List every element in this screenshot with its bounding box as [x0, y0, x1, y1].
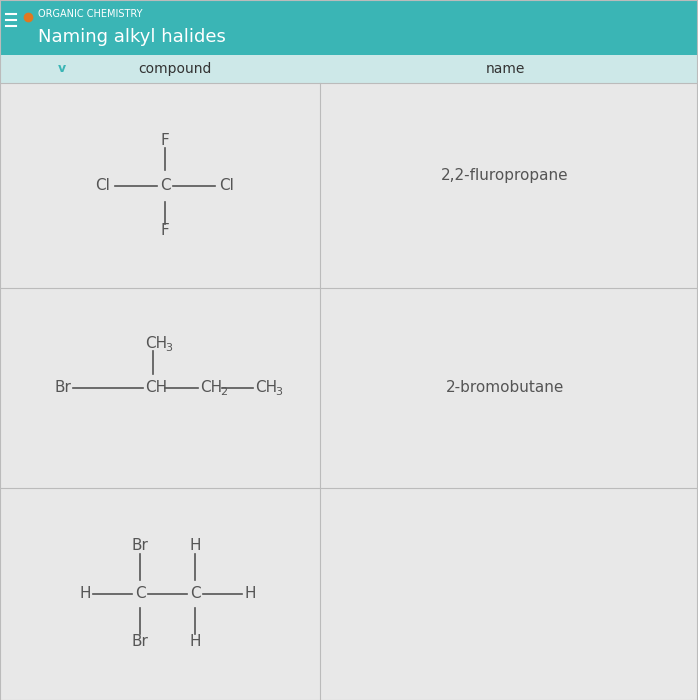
Text: Cl: Cl [96, 178, 110, 193]
Text: Br: Br [55, 381, 72, 395]
Text: F: F [161, 133, 170, 148]
Text: Naming alkyl halides: Naming alkyl halides [38, 28, 226, 46]
Bar [0, 55, 698, 83]
Text: name: name [485, 62, 525, 76]
Text: C: C [190, 587, 200, 601]
Text: 3: 3 [275, 387, 282, 397]
Text: Br: Br [131, 634, 149, 650]
Text: H: H [244, 587, 255, 601]
Bar [0, 0, 698, 55]
Text: CH: CH [145, 381, 167, 395]
Text: CH: CH [200, 381, 222, 395]
Text: 3: 3 [165, 343, 172, 353]
Text: 2,2-fluropropane: 2,2-fluropropane [441, 168, 569, 183]
Text: CH: CH [145, 335, 167, 351]
Text: CH: CH [255, 381, 277, 395]
Text: H: H [189, 538, 201, 554]
Text: H: H [80, 587, 91, 601]
Text: C: C [160, 178, 170, 193]
Text: 2: 2 [220, 387, 227, 397]
Text: F: F [161, 223, 170, 238]
Text: 2-bromobutane: 2-bromobutane [446, 381, 564, 395]
Text: ORGANIC CHEMISTRY: ORGANIC CHEMISTRY [38, 9, 142, 19]
Text: H: H [189, 634, 201, 650]
Text: v: v [58, 62, 66, 76]
Text: compound: compound [138, 62, 211, 76]
Text: Cl: Cl [220, 178, 235, 193]
Text: Br: Br [131, 538, 149, 554]
Text: C: C [135, 587, 145, 601]
